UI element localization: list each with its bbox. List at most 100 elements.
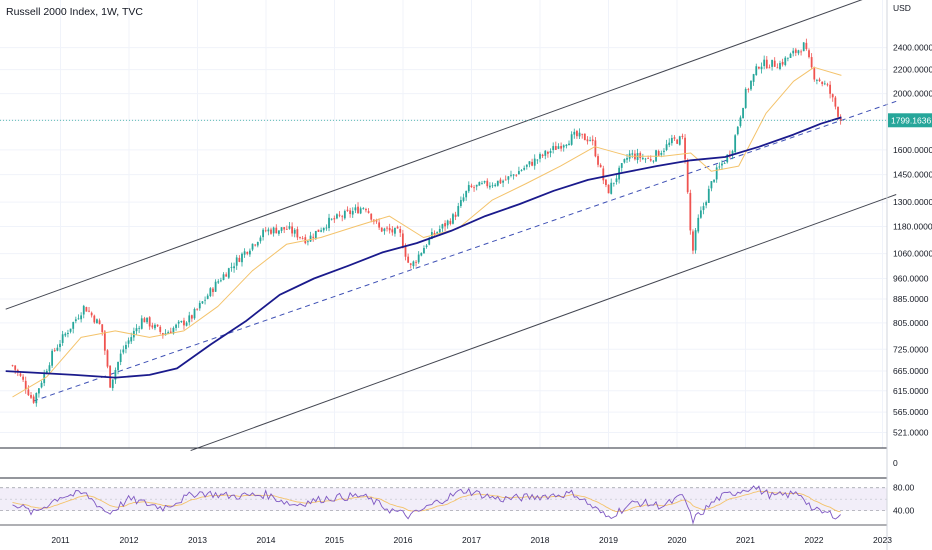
candle: [818, 77, 821, 83]
candle: [214, 279, 217, 292]
candle: [383, 227, 386, 235]
channel-upper-line[interactable]: [5, 0, 897, 310]
candle-body: [51, 350, 54, 366]
candle-body: [35, 393, 38, 404]
candle-body: [591, 139, 594, 142]
candle: [781, 58, 784, 67]
candle: [491, 182, 494, 189]
candle-body: [370, 213, 373, 220]
price-axis[interactable]: USD 2400.00002200.00002000.00001800.0000…: [886, 0, 932, 550]
candle-body: [67, 332, 69, 335]
candle: [241, 252, 243, 267]
candle: [88, 306, 90, 313]
time-tick-label: 2011: [51, 535, 70, 545]
candle: [114, 367, 117, 384]
candle-body: [201, 301, 204, 304]
candle: [394, 227, 396, 237]
candle: [227, 267, 230, 280]
candle: [161, 332, 164, 339]
candle: [354, 204, 357, 214]
candle-body: [320, 230, 323, 232]
candle: [138, 325, 141, 333]
candle-body: [776, 67, 779, 69]
candle: [663, 148, 665, 156]
candle-body: [583, 133, 586, 141]
candle: [541, 153, 544, 159]
candle: [657, 149, 660, 156]
candle-body: [805, 42, 808, 49]
candle: [507, 176, 510, 184]
candle: [312, 233, 315, 242]
trend-channel[interactable]: [5, 0, 897, 452]
candle: [246, 251, 249, 256]
candle: [599, 163, 602, 168]
candle-body: [256, 242, 259, 246]
rsi-band: [0, 487, 887, 511]
candle-body: [280, 227, 283, 231]
candle-body: [554, 146, 557, 150]
candle-body: [547, 151, 549, 154]
candle: [631, 149, 634, 159]
candle-body: [504, 179, 507, 181]
candle: [813, 66, 816, 82]
candle-body: [32, 396, 35, 403]
candle: [32, 394, 35, 404]
candle: [752, 73, 755, 86]
candle: [93, 314, 96, 324]
candle: [156, 324, 159, 328]
candle-body: [689, 192, 692, 231]
candle: [296, 226, 299, 241]
candle-body: [317, 229, 320, 232]
candle-body: [291, 226, 293, 234]
candle: [90, 311, 93, 318]
candle-body: [98, 320, 101, 325]
candle: [233, 262, 235, 273]
candle: [750, 80, 752, 91]
candle: [53, 347, 56, 352]
candle-body: [760, 66, 763, 70]
candle: [159, 325, 162, 335]
candle-body: [605, 179, 607, 186]
candle: [98, 318, 101, 325]
candle: [565, 144, 568, 149]
candle: [330, 218, 333, 221]
candle-body: [449, 220, 452, 224]
candle: [51, 348, 54, 368]
candle: [784, 56, 787, 67]
candle: [681, 133, 684, 140]
candle-body: [185, 322, 188, 326]
last-price-tag-bg: [888, 113, 932, 128]
candle-body: [11, 365, 14, 367]
candle-body: [346, 209, 349, 211]
candle-body: [639, 152, 642, 159]
candle-body: [322, 227, 325, 231]
candle: [249, 248, 251, 257]
candle-body: [409, 263, 412, 265]
candle: [504, 175, 507, 181]
candle-body: [22, 376, 24, 380]
candle: [800, 49, 802, 56]
candle: [420, 252, 423, 257]
candle-body: [196, 308, 199, 310]
candle: [96, 318, 98, 324]
candle-body: [69, 328, 72, 332]
candle-body: [668, 142, 671, 145]
candle: [615, 174, 618, 185]
channel-lower-line[interactable]: [190, 194, 897, 452]
time-axis[interactable]: 2011 2012 2013 2014 2015 2016 2017 2018 2019 2020…: [51, 535, 892, 545]
candle: [396, 225, 399, 229]
candle: [72, 321, 75, 334]
candle-body: [810, 57, 813, 68]
candle-body: [225, 274, 228, 277]
candle-body: [446, 220, 449, 226]
candle: [499, 177, 502, 185]
candle-body: [491, 185, 494, 187]
candle-body: [283, 227, 286, 230]
rsi-signal-line: [12, 490, 841, 513]
candle: [544, 150, 547, 160]
candle-body: [407, 256, 410, 263]
candle-body: [312, 236, 315, 238]
rsi-level-label: 40.00: [893, 506, 915, 516]
candle: [365, 207, 367, 213]
